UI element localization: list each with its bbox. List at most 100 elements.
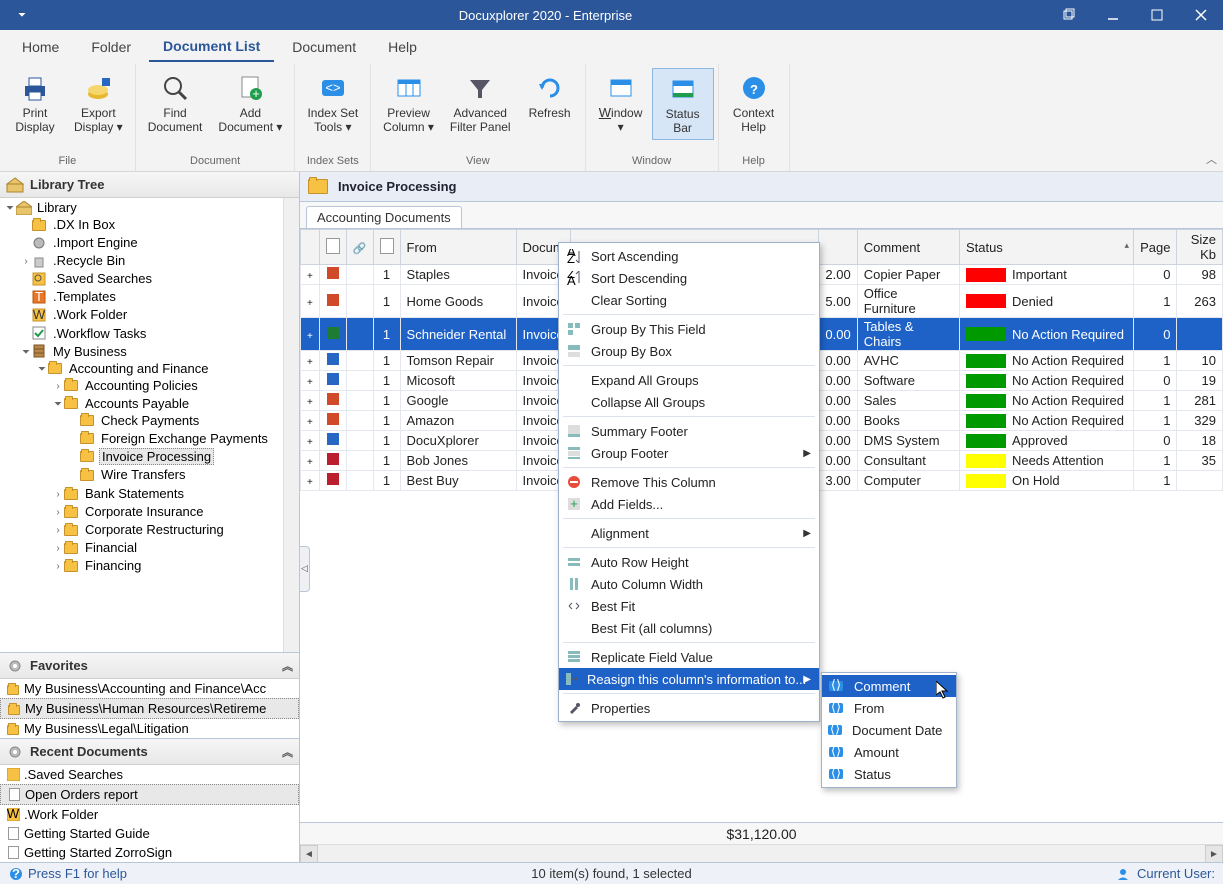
menu-item-properties[interactable]: Properties	[559, 697, 819, 719]
list-item[interactable]: My Business\Accounting and Finance\Acc	[0, 679, 299, 698]
menu-item-group-by-box[interactable]: Group By Box	[559, 340, 819, 362]
list-item[interactable]: W.Work Folder	[0, 805, 299, 824]
column-header-num[interactable]	[373, 230, 400, 265]
menu-item-auto-row-height[interactable]: Auto Row Height	[559, 551, 819, 573]
ribbon-find[interactable]: FindDocument	[140, 68, 211, 138]
tab-accounting-documents[interactable]: Accounting Documents	[306, 206, 462, 228]
tree-node[interactable]: Corporate Insurance	[83, 504, 206, 519]
expand-icon[interactable]: +	[307, 397, 313, 408]
menu-item-best-fit[interactable]: Best Fit	[559, 595, 819, 617]
collapse-recent-icon[interactable]: ︽	[282, 744, 293, 760]
tree-node[interactable]: Library	[35, 200, 79, 215]
favorites-list[interactable]: My Business\Accounting and Finance\AccMy…	[0, 679, 299, 738]
tree-node[interactable]: Check Payments	[99, 413, 201, 428]
tree-toggle-icon[interactable]: ›	[52, 489, 64, 500]
menu-document-list[interactable]: Document List	[149, 32, 274, 62]
tree-toggle-icon[interactable]: ›	[52, 507, 64, 518]
menu-item-summary-footer[interactable]: Summary Footer	[559, 420, 819, 442]
scroll-left-icon[interactable]: ◄	[300, 845, 318, 862]
ribbon-add[interactable]: +AddDocument ▾	[210, 68, 290, 138]
restore-down-icon[interactable]	[1047, 0, 1091, 30]
list-item[interactable]: My Business\Legal\Litigation	[0, 719, 299, 738]
help-icon[interactable]: ?	[8, 866, 24, 882]
menu-item-alignment[interactable]: Alignment▶	[559, 522, 819, 544]
menu-help[interactable]: Help	[374, 33, 431, 61]
menu-item-auto-column-width[interactable]: Auto Column Width	[559, 573, 819, 595]
expand-icon[interactable]: +	[307, 331, 313, 342]
tree-toggle-icon[interactable]: ›	[52, 561, 64, 572]
menu-item-collapse-all-groups[interactable]: Collapse All Groups	[559, 391, 819, 413]
tree-toggle-icon[interactable]: ›	[52, 525, 64, 536]
recent-documents-header[interactable]: Recent Documents ︽	[0, 739, 299, 765]
column-header-size[interactable]: Size Kb	[1177, 230, 1223, 265]
tree-node[interactable]: .Templates	[51, 289, 118, 304]
submenu-item-status[interactable]: ⟨⟩Status	[822, 763, 956, 785]
ribbon-window[interactable]: Window▾	[590, 68, 652, 138]
tree-node[interactable]: Foreign Exchange Payments	[99, 431, 270, 446]
tree-toggle-icon[interactable]: ›	[20, 256, 32, 267]
expand-icon[interactable]: +	[307, 437, 313, 448]
menu-item-sort-ascending[interactable]: AZSort Ascending	[559, 245, 819, 267]
tree-toggle-icon[interactable]: ⏷	[52, 399, 64, 410]
column-header-comment[interactable]: Comment	[857, 230, 959, 265]
close-icon[interactable]	[1179, 0, 1223, 30]
tree-node[interactable]: Wire Transfers	[99, 467, 188, 482]
column-header-from[interactable]: From	[400, 230, 516, 265]
menu-folder[interactable]: Folder	[77, 33, 145, 61]
tree-node[interactable]: Accounts Payable	[83, 396, 191, 411]
ribbon-print[interactable]: PrintDisplay	[4, 68, 66, 138]
tree-node[interactable]: Invoice Processing	[99, 448, 214, 465]
tree-toggle-icon[interactable]: ⏷	[20, 347, 32, 358]
list-item[interactable]: My Business\Human Resources\Retireme	[0, 698, 299, 719]
grid-horizontal-scrollbar[interactable]: ◄ ►	[300, 844, 1223, 862]
ribbon-export[interactable]: ExportDisplay ▾	[66, 68, 131, 138]
tree-toggle-icon[interactable]: ⏷	[36, 364, 48, 375]
library-tree[interactable]: ⏷Library.DX In Box.Import Engine›.Recycl…	[0, 198, 299, 577]
column-header-link[interactable]: 🔗	[346, 230, 373, 265]
menu-home[interactable]: Home	[8, 33, 73, 61]
menu-item-reasign-this-column-s-information-to[interactable]: Reasign this column's information to...▶	[559, 668, 819, 690]
tree-node[interactable]: Financial	[83, 540, 139, 555]
menu-item-add-fields[interactable]: +Add Fields...	[559, 493, 819, 515]
quick-access-dropdown-icon[interactable]: ⏷	[18, 10, 26, 21]
favorites-header[interactable]: Favorites ︽	[0, 653, 299, 679]
menu-document[interactable]: Document	[278, 33, 370, 61]
tree-node[interactable]: .Workflow Tasks	[51, 326, 148, 341]
list-item[interactable]: Getting Started Guide	[0, 824, 299, 843]
expand-icon[interactable]: +	[307, 477, 313, 488]
ribbon-refresh[interactable]: Refresh	[519, 68, 581, 124]
expand-icon[interactable]: +	[307, 357, 313, 368]
expand-icon[interactable]: +	[307, 377, 313, 388]
ribbon-status[interactable]: StatusBar	[652, 68, 714, 140]
tree-node[interactable]: My Business	[51, 344, 129, 359]
tree-node[interactable]: .Saved Searches	[51, 271, 154, 286]
column-context-menu[interactable]: AZSort AscendingZASort DescendingClear S…	[558, 242, 820, 722]
submenu-item-amount[interactable]: ⟨⟩Amount	[822, 741, 956, 763]
grid-splitter-handle[interactable]: ◁	[300, 546, 310, 592]
scroll-right-icon[interactable]: ►	[1205, 845, 1223, 862]
ribbon-collapse-icon[interactable]: ︿	[1206, 151, 1217, 167]
menu-item-remove-this-column[interactable]: Remove This Column	[559, 471, 819, 493]
ribbon-index-set[interactable]: <>Index SetTools ▾	[299, 68, 366, 138]
tree-node[interactable]: .Work Folder	[51, 307, 129, 322]
submenu-item-from[interactable]: ⟨⟩From	[822, 697, 956, 719]
tree-node[interactable]: Accounting Policies	[83, 378, 200, 393]
menu-item-sort-descending[interactable]: ZASort Descending	[559, 267, 819, 289]
column-header-doctype[interactable]	[319, 230, 346, 265]
ribbon-preview[interactable]: PreviewColumn ▾	[375, 68, 442, 138]
maximize-icon[interactable]	[1135, 0, 1179, 30]
column-header-expand[interactable]	[301, 230, 320, 265]
menu-item-best-fit-all-columns[interactable]: Best Fit (all columns)	[559, 617, 819, 639]
menu-item-expand-all-groups[interactable]: Expand All Groups	[559, 369, 819, 391]
ribbon-advanced[interactable]: AdvancedFilter Panel	[442, 68, 519, 138]
tree-toggle-icon[interactable]: ›	[52, 543, 64, 554]
menu-item-group-footer[interactable]: Group Footer▶	[559, 442, 819, 464]
tree-node[interactable]: .Import Engine	[51, 235, 140, 250]
collapse-favorites-icon[interactable]: ︽	[282, 658, 293, 674]
list-item[interactable]: Getting Started ZorroSign	[0, 843, 299, 862]
expand-icon[interactable]: +	[307, 298, 313, 309]
ribbon-context[interactable]: ?ContextHelp	[723, 68, 785, 138]
column-header-status[interactable]: Status▴	[959, 230, 1133, 265]
list-item[interactable]: .Saved Searches	[0, 765, 299, 784]
submenu-item-document-date[interactable]: ⟨⟩Document Date	[822, 719, 956, 741]
